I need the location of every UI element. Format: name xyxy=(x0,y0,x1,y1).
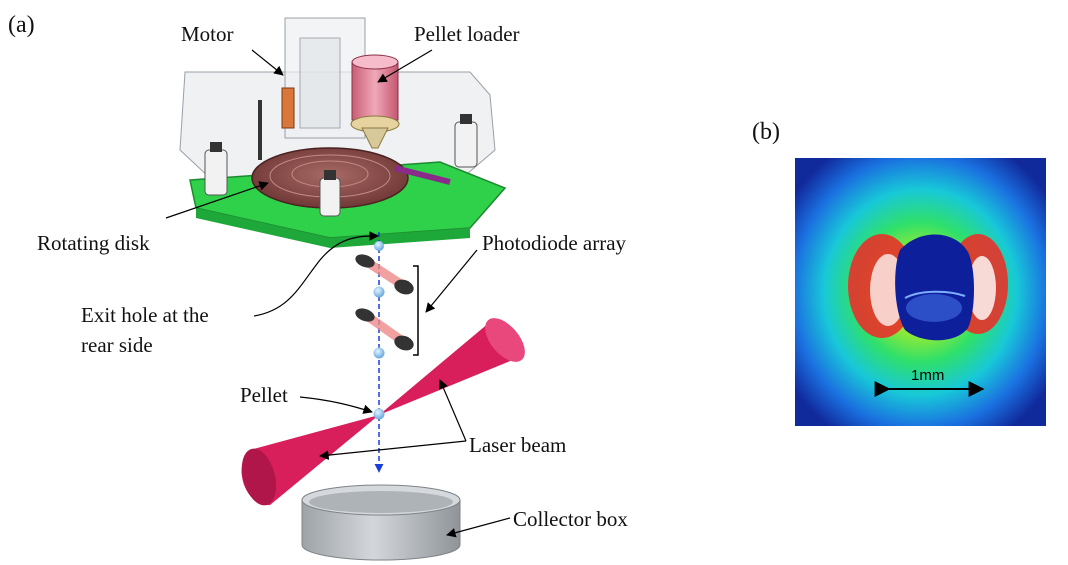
scale-bar-label: 1mm xyxy=(911,367,944,384)
label-collector-box: Collector box xyxy=(513,507,628,531)
label-photodiode-array: Photodiode array xyxy=(482,231,627,255)
photodiode-pair-1 xyxy=(355,254,414,295)
label-pellet-loader: Pellet loader xyxy=(414,22,520,46)
label-exit-hole-line2: rear side xyxy=(81,333,153,357)
label-exit-hole-line1: Exit hole at the xyxy=(81,303,209,327)
label-motor: Motor xyxy=(181,22,234,46)
label-pellet: Pellet xyxy=(240,383,288,407)
label-laser-beam: Laser beam xyxy=(469,433,566,457)
photodiode-bracket xyxy=(413,265,419,356)
panel-a-tag: (a) xyxy=(8,12,35,38)
pellet-loader xyxy=(350,54,400,149)
pellets xyxy=(373,241,385,495)
motor xyxy=(281,87,295,129)
laser-beam xyxy=(241,318,525,506)
panel-b-tag: (b) xyxy=(752,119,780,145)
collector-box xyxy=(301,484,461,561)
label-rotating-disk: Rotating disk xyxy=(37,231,150,255)
shadowgraph-image: 1mm xyxy=(795,158,1046,426)
photodiode-pair-2 xyxy=(355,308,414,351)
apparatus-assembly xyxy=(179,17,507,248)
